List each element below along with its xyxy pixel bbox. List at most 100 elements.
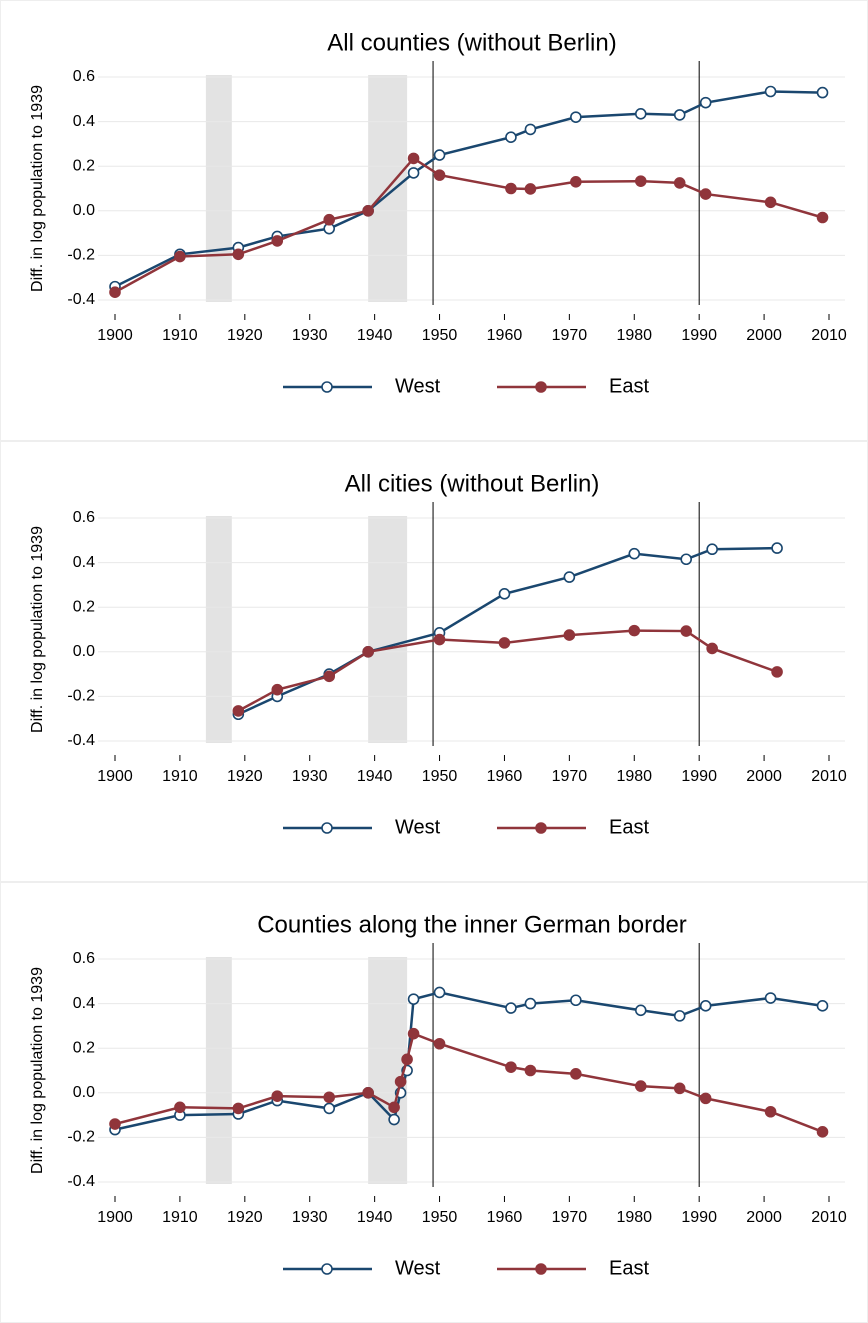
data-point [323,1102,336,1115]
data-point [699,188,712,200]
chart-panel: Counties along the inner German border Di… [0,882,868,1323]
data-point [634,107,647,120]
x-tick-label: 1930 [292,1209,328,1226]
data-point [680,625,693,637]
data-point [673,177,686,189]
x-tick-label: 1900 [97,327,133,344]
data-point [706,543,718,556]
legend-marker [535,822,547,834]
data-point [673,1010,686,1022]
data-point [388,1101,400,1114]
x-tick-label: 1990 [681,327,717,344]
x-tick-label: 1970 [552,1209,588,1226]
y-axis-label: Diff. in log population to 1939 [29,85,46,292]
x-tick-label: 1910 [162,327,198,344]
data-point [505,1061,517,1073]
x-tick-label: 2010 [811,1209,847,1226]
data-point [680,553,693,566]
data-point [634,175,647,187]
data-point [524,123,537,136]
data-point [673,109,686,121]
legend-marker [321,1263,333,1275]
x-tick-label: 1950 [422,327,458,344]
series-line [114,90,823,288]
data-point [634,1004,647,1017]
data-point [498,588,511,600]
data-point [570,176,582,188]
x-tick-label: 1960 [487,768,523,785]
data-point [524,1064,537,1077]
y-tick-label: 0.2 [73,598,95,615]
data-point [505,131,517,144]
shaded-period [205,75,232,302]
data-point [524,997,537,1010]
chart-panel: All counties (without Berlin) Diff. in lo… [0,0,868,441]
data-point [407,993,420,1005]
chart-panel: All cities (without Berlin) Diff. in log … [0,441,868,882]
x-tick-label: 1950 [422,768,458,785]
y-tick-label: 0.0 [73,643,95,660]
x-tick-label: 2000 [746,768,782,785]
x-tick-label: 1980 [616,327,652,344]
shaded-period [368,516,408,743]
y-tick-label: -0.4 [67,1173,95,1190]
legend-label: East [609,1257,649,1279]
data-point [706,642,718,655]
data-point [433,633,446,646]
data-point [816,1000,829,1012]
y-tick-label: -0.4 [67,291,95,308]
y-tick-label: 0.6 [73,509,95,526]
data-point [394,1075,407,1088]
chart-title: All cities (without Berlin) [345,470,600,497]
x-tick-label: 1970 [552,768,588,785]
y-axis-label: Diff. in log population to 1939 [29,526,46,733]
data-point [433,169,446,181]
data-point [407,167,420,179]
y-tick-label: 0.2 [73,157,95,174]
x-tick-label: 1960 [487,327,523,344]
x-tick-label: 1930 [292,327,328,344]
data-point [323,670,336,683]
x-tick-label: 1950 [422,1209,458,1226]
data-point [673,1082,686,1095]
x-tick-label: 2010 [811,768,847,785]
data-point [570,994,582,1007]
legend-marker [321,822,333,834]
legend-marker [321,381,333,393]
y-tick-label: 0.0 [73,1084,95,1101]
x-tick-label: 1980 [616,768,652,785]
x-tick-label: 2000 [746,1209,782,1226]
legend-label: West [395,816,441,838]
x-tick-label: 1980 [616,1209,652,1226]
data-point [628,624,641,637]
data-point [407,1027,420,1040]
y-tick-label: -0.2 [67,247,95,264]
x-tick-label: 1930 [292,768,328,785]
data-point [271,235,284,247]
data-point [109,1118,121,1130]
data-point [563,571,576,583]
legend-marker [535,1263,547,1275]
y-tick-label: 0.0 [73,202,95,219]
shaded-period [205,516,232,743]
x-tick-label: 2010 [811,327,847,344]
data-point [816,86,829,99]
data-point [699,1092,712,1105]
x-tick-label: 1920 [227,327,263,344]
data-point [323,213,336,226]
data-point [816,211,829,224]
data-point [433,986,446,999]
x-tick-label: 1990 [681,768,717,785]
panel-border [0,441,868,882]
shaded-period [368,957,408,1184]
data-point [323,1091,336,1104]
data-point [407,152,420,165]
x-tick-label: 1910 [162,768,198,785]
x-tick-label: 1990 [681,1209,717,1226]
x-tick-label: 1940 [357,1209,393,1226]
data-point [771,542,783,554]
shaded-period [205,957,232,1184]
x-tick-label: 1940 [357,327,393,344]
y-axis-label: Diff. in log population to 1939 [29,967,46,1174]
